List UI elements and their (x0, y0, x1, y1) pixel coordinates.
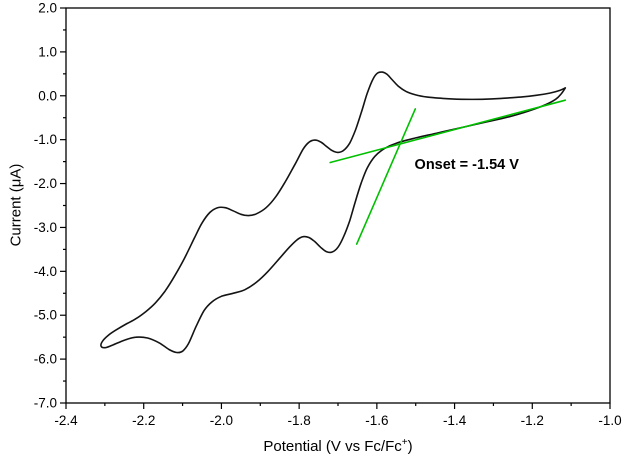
onset-annotation: Onset = -1.54 V (414, 156, 519, 173)
y-tick-label: -7.0 (34, 396, 57, 411)
y-tick-label: -6.0 (34, 352, 57, 367)
y-tick-label: 2.0 (38, 1, 57, 16)
baseline-tangent-line (329, 99, 567, 164)
x-axis-label-superscript: + (401, 437, 408, 448)
y-tick-label: 1.0 (38, 44, 57, 59)
x-tick-label: -2.4 (54, 413, 78, 428)
y-tick-label: -3.0 (34, 220, 57, 235)
x-tick-label: -2.0 (210, 413, 233, 428)
y-tick-label: -1.0 (34, 132, 57, 147)
x-tick-label: -1.2 (521, 413, 544, 428)
x-tick-label: -1.0 (598, 413, 621, 428)
y-tick-label: -4.0 (34, 264, 57, 279)
x-axis-label-text: Potential (V vs Fc/Fc (263, 438, 402, 455)
x-tick-label: -1.8 (288, 413, 311, 428)
x-tick-label: -2.2 (132, 413, 155, 428)
x-tick-label: -1.6 (365, 413, 388, 428)
y-axis-label: Current (μA) (7, 163, 25, 247)
x-tick-label: -1.4 (443, 413, 467, 428)
x-axis-label: Potential (V vs Fc/Fc+) (66, 437, 610, 455)
plot-frame (65, 7, 611, 404)
y-tick-label: -2.0 (34, 176, 57, 191)
x-axis-label-close: ) (407, 438, 413, 455)
cv-trace (100, 71, 567, 354)
y-tick-label: 0.0 (38, 88, 57, 103)
onset-tangent-line (355, 108, 417, 245)
y-tick-label: -5.0 (34, 308, 57, 323)
